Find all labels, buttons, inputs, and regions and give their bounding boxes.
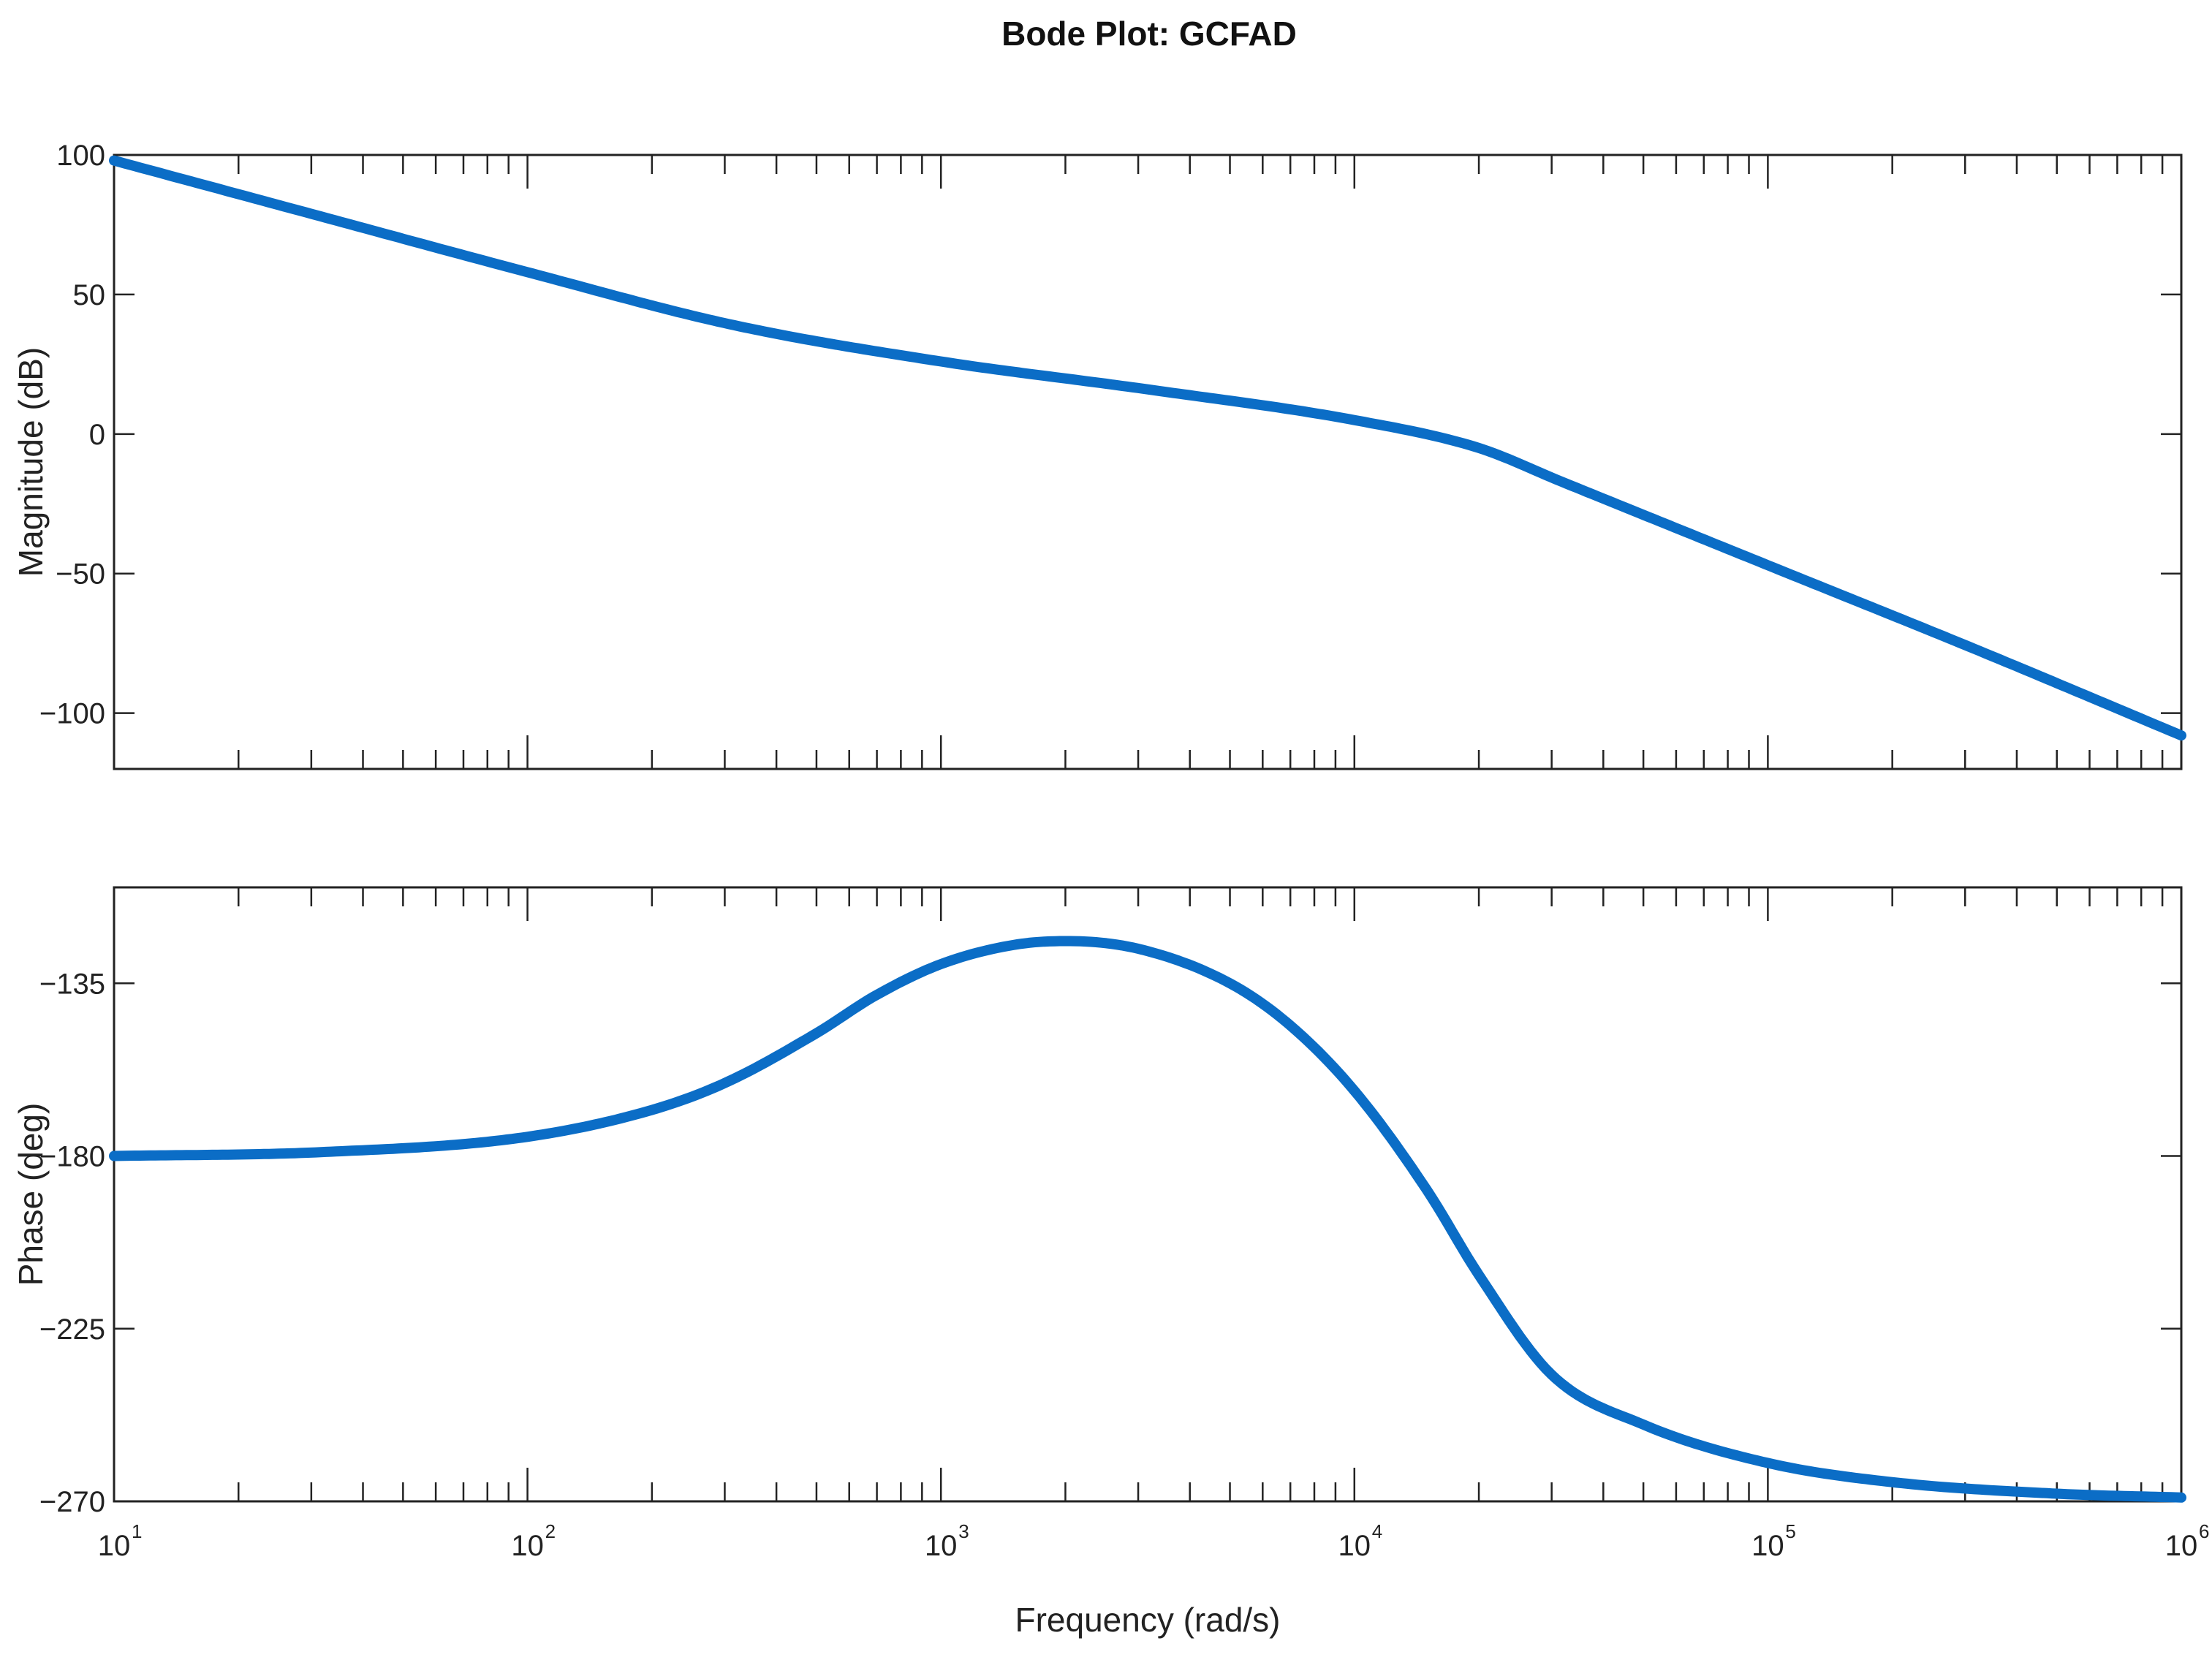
y-tick-label: −100 [39, 698, 105, 730]
x-tick-exponent: 6 [2199, 1520, 2209, 1542]
y-tick-label: −180 [39, 1141, 105, 1173]
x-tick-base: 10 [925, 1530, 958, 1562]
magnitude-series-line [109, 155, 2186, 741]
y-tick-label: −270 [39, 1486, 105, 1518]
x-axis-label: Frequency (rad/s) [1015, 1601, 1280, 1639]
x-tick-label: 10 2 [511, 1520, 556, 1562]
x-tick-base: 10 [98, 1530, 131, 1562]
magnitude-ticks [113, 153, 2183, 769]
y-tick-label: −50 [56, 558, 105, 591]
y-tick-label: −225 [39, 1313, 105, 1346]
y-tick-label: 0 [89, 419, 105, 451]
y-tick-label: 100 [56, 140, 105, 172]
magnitude-axis-label: Magnitude (dB) [12, 347, 50, 577]
x-tick-exponent: 4 [1372, 1520, 1382, 1542]
x-tick-base: 10 [2165, 1530, 2198, 1562]
x-tick-exponent: 1 [132, 1520, 142, 1542]
x-tick-label: 10 6 [2165, 1520, 2210, 1562]
magnitude-y-tick-labels: 100 50 0 −50 −100 [39, 140, 105, 730]
x-tick-exponent: 5 [1785, 1520, 1795, 1542]
y-tick-label: −135 [39, 968, 105, 1000]
x-tick-base: 10 [1751, 1530, 1784, 1562]
x-tick-label: 10 3 [925, 1520, 969, 1562]
magnitude-panel: Magnitude (dB) 100 50 0 −50 −100 [12, 140, 2186, 770]
magnitude-frame [113, 153, 2183, 770]
phase-panel: Phase (deg) −135 −180 −225 −270 [12, 886, 2186, 1518]
x-tick-label: 10 5 [1751, 1520, 1796, 1562]
phase-frame [113, 886, 2183, 1503]
phase-series-line [109, 936, 2186, 1503]
chart-title: Bode Plot: GCFAD [1001, 15, 1297, 53]
phase-y-tick-labels: −135 −180 −225 −270 [39, 968, 105, 1518]
x-tick-base: 10 [511, 1530, 544, 1562]
x-tick-label: 10 4 [1338, 1520, 1383, 1562]
x-tick-exponent: 3 [958, 1520, 969, 1542]
y-tick-label: 50 [73, 279, 106, 311]
phase-axis-label: Phase (deg) [12, 1103, 50, 1286]
phase-ticks [113, 887, 2183, 1503]
x-tick-base: 10 [1338, 1530, 1371, 1562]
x-tick-label: 10 1 [98, 1520, 143, 1562]
x-tick-labels: 10 1 10 2 10 3 10 4 10 5 10 6 [98, 1520, 2210, 1562]
x-tick-exponent: 2 [545, 1520, 556, 1542]
